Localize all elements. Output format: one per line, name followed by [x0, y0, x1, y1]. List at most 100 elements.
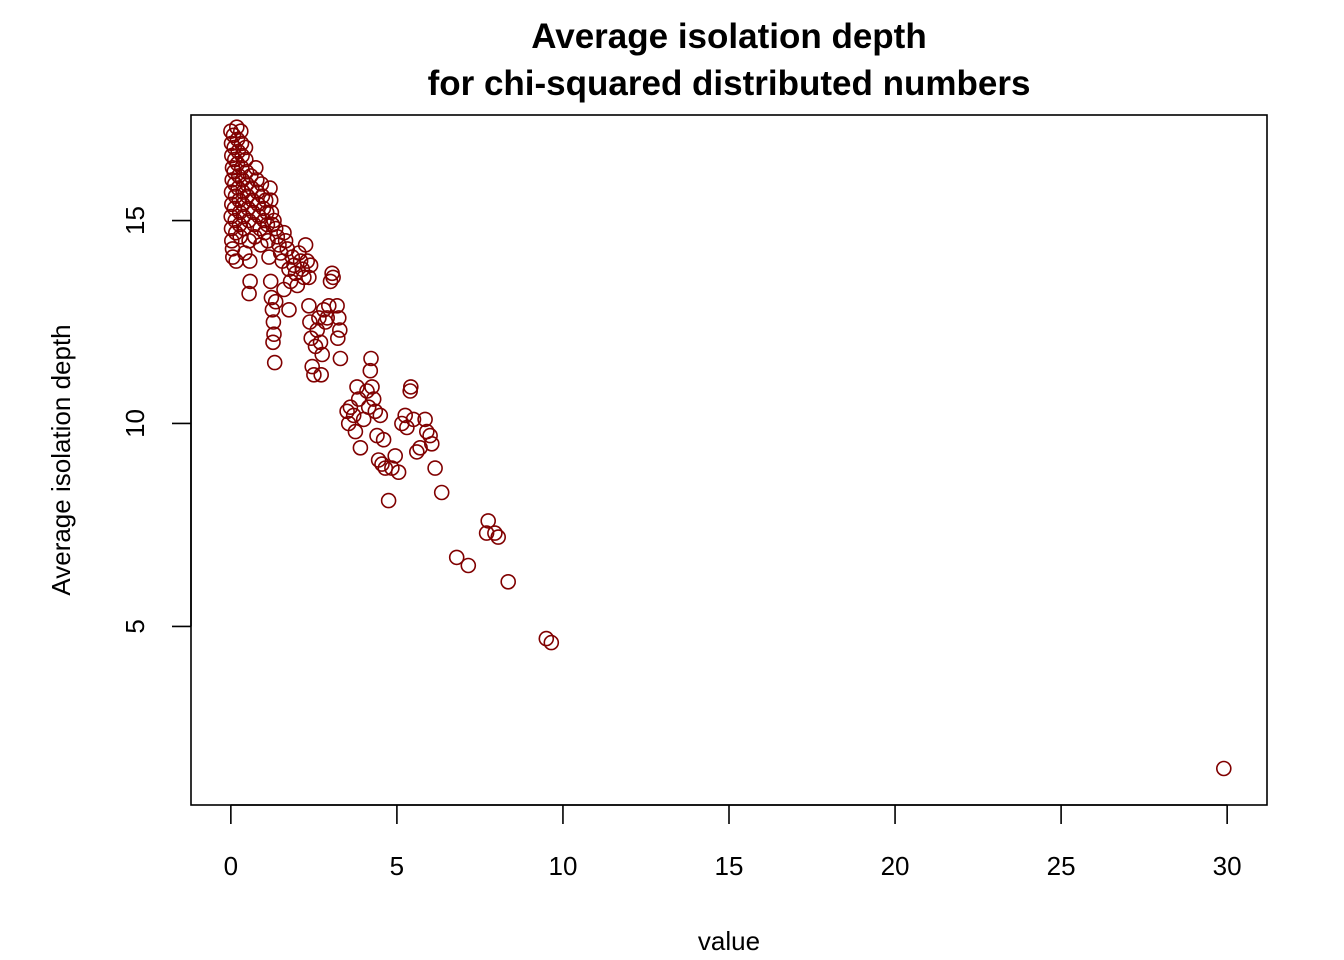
- data-point: [241, 285, 257, 302]
- data-point: [237, 139, 254, 156]
- data-point: [225, 127, 242, 144]
- data-point: [427, 460, 443, 476]
- data-point: [350, 391, 367, 407]
- data-point: [320, 297, 337, 314]
- data-point: [329, 297, 345, 314]
- data-point: [263, 289, 280, 306]
- data-point: [266, 354, 283, 371]
- data-point: [224, 196, 240, 213]
- data-point: [303, 330, 320, 347]
- data-point: [266, 326, 282, 343]
- data-point: [448, 549, 465, 566]
- data-point: [281, 301, 297, 318]
- data-point: [543, 634, 560, 651]
- data-point: [423, 435, 440, 452]
- y-tick-label: 5: [120, 619, 150, 633]
- data-point: [238, 164, 255, 180]
- data-point: [306, 366, 322, 383]
- data-point: [325, 269, 341, 286]
- chart-subtitle: for chi-squared distributed numbers: [428, 64, 1031, 103]
- data-point: [228, 253, 244, 269]
- data-point: [412, 439, 428, 456]
- data-point: [228, 224, 244, 241]
- data-point: [480, 513, 497, 529]
- data-point: [304, 358, 321, 375]
- x-tick-label: 5: [390, 851, 404, 881]
- data-point: [345, 407, 362, 424]
- data-point: [292, 253, 309, 269]
- points-layer: [223, 119, 1232, 777]
- x-tick-label: 15: [715, 851, 744, 881]
- data-point: [394, 415, 410, 432]
- data-point: [478, 525, 495, 541]
- data-point: [374, 456, 390, 472]
- data-point: [265, 334, 281, 351]
- data-point: [242, 253, 258, 269]
- x-tick-label: 30: [1213, 851, 1242, 881]
- data-point: [302, 314, 318, 330]
- data-point: [233, 135, 250, 152]
- data-point: [299, 253, 316, 269]
- data-point: [460, 557, 477, 574]
- data-point: [262, 273, 279, 290]
- data-point: [226, 164, 242, 180]
- data-point: [229, 131, 246, 148]
- data-point: [313, 366, 330, 383]
- data-point: [372, 407, 389, 424]
- data-point: [262, 192, 279, 208]
- data-point: [264, 301, 281, 318]
- data-point: [238, 151, 254, 168]
- data-point: [223, 220, 240, 237]
- data-point: [402, 379, 419, 395]
- data-point: [390, 464, 407, 481]
- data-point: [235, 196, 251, 213]
- data-point: [235, 208, 252, 225]
- data-point: [342, 399, 359, 416]
- data-point: [240, 200, 256, 217]
- data-point: [362, 362, 379, 379]
- data-point: [500, 573, 517, 590]
- data-point: [297, 237, 314, 253]
- y-axis: 5 10 15: [120, 206, 192, 634]
- data-point: [223, 208, 239, 225]
- data-point: [312, 334, 329, 351]
- y-axis-label: Average isolation depth: [46, 324, 76, 595]
- x-tick-label: 20: [881, 851, 910, 881]
- data-point: [329, 330, 346, 347]
- data-point: [241, 212, 257, 229]
- data-point: [347, 423, 364, 440]
- data-point: [367, 403, 384, 420]
- data-point: [417, 411, 433, 428]
- data-point: [263, 204, 280, 221]
- data-point: [227, 176, 243, 192]
- data-point: [319, 310, 336, 326]
- data-point: [248, 160, 264, 176]
- data-point: [352, 439, 369, 456]
- data-point: [266, 212, 282, 229]
- data-point: [296, 269, 312, 286]
- data-point: [314, 346, 331, 363]
- data-point: [276, 224, 292, 241]
- data-point: [365, 391, 382, 407]
- data-point: [397, 407, 414, 424]
- data-point: [309, 322, 326, 338]
- data-point: [231, 168, 247, 184]
- data-point: [267, 220, 284, 237]
- data-point: [231, 192, 247, 208]
- data-point: [301, 269, 317, 286]
- data-point: [260, 233, 276, 249]
- data-point: [234, 147, 250, 164]
- data-point: [229, 119, 245, 135]
- data-point: [375, 431, 392, 448]
- data-point: [1216, 760, 1232, 777]
- data-point: [490, 529, 507, 545]
- data-point: [224, 233, 240, 249]
- data-point: [277, 233, 294, 249]
- data-point: [233, 123, 249, 139]
- data-point: [433, 484, 450, 501]
- data-point: [239, 188, 256, 204]
- x-axis: 0 5 10 15 20 25 30: [224, 804, 1242, 881]
- x-tick-label: 10: [548, 851, 577, 881]
- data-point: [332, 350, 349, 367]
